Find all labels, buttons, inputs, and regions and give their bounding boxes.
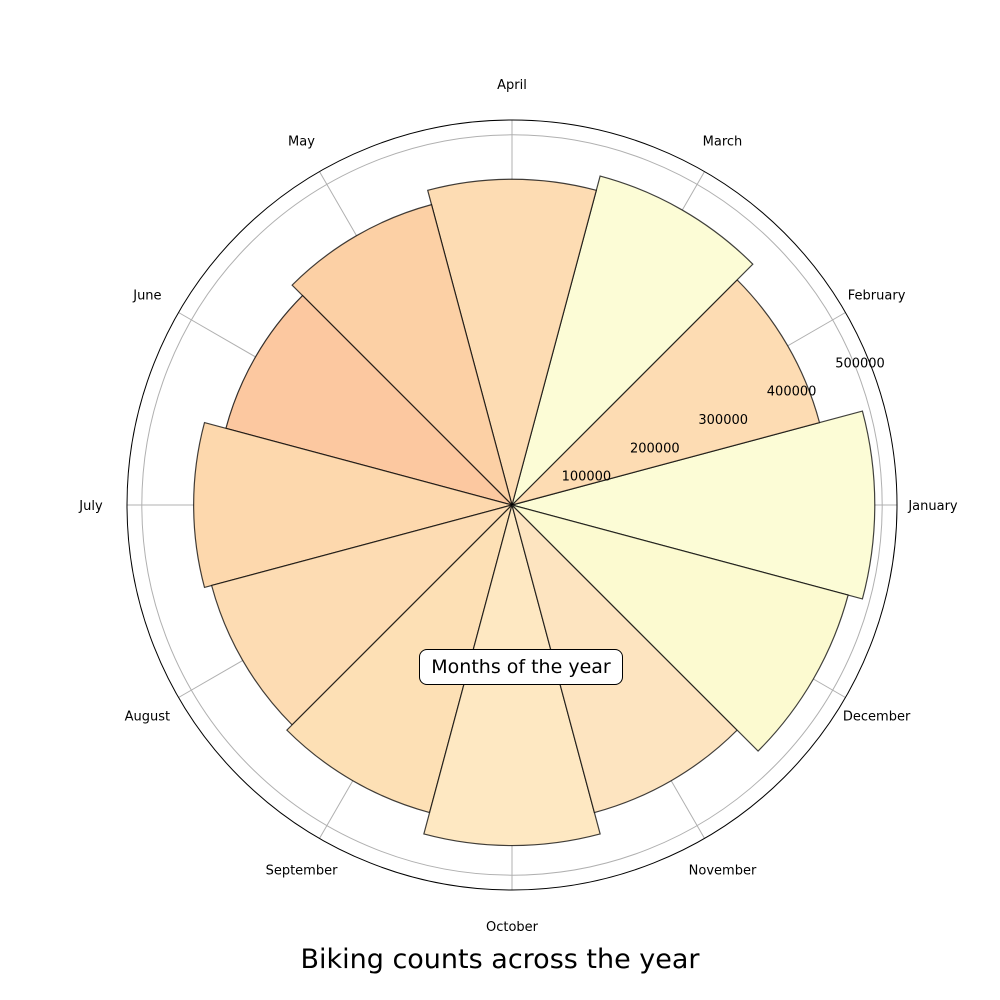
bar-november [510,502,738,814]
category-label-june: June [132,289,161,304]
radial-tick-label: 400000 [767,385,817,400]
category-label-january: January [907,499,958,514]
chart-title: Biking counts across the year [300,944,700,975]
radial-tick-label: 500000 [835,356,885,371]
category-label-september: September [266,864,339,879]
radial-tick-label: 300000 [698,413,748,428]
bar-june [225,294,515,507]
category-label-april: April [497,78,527,93]
bars [193,175,876,847]
bar-february [509,279,821,507]
bar-may [291,203,514,508]
radial-tick-label: 100000 [562,470,612,485]
category-label-february: February [848,289,906,304]
category-label-december: December [843,710,911,725]
category-label-november: November [689,864,757,879]
center-annotation: Months of the year [419,649,623,685]
category-label-may: May [288,134,315,149]
bar-april [426,178,598,508]
category-label-july: July [78,499,103,514]
category-label-august: August [125,710,171,725]
category-label-march: March [703,134,743,149]
radial-tick-label: 200000 [630,441,680,456]
bar-september [286,502,514,814]
category-label-october: October [486,920,539,935]
bar-march [510,175,754,508]
bar-july [193,421,515,589]
bar-august [210,503,515,726]
polar-spine [126,119,898,891]
bar-january [509,410,876,600]
bar-december [509,503,849,752]
radial-tick-labels: 100000 200000 300000 400000 500000 [562,356,885,484]
category-labels: January February March April May June July Augu… [78,78,958,935]
